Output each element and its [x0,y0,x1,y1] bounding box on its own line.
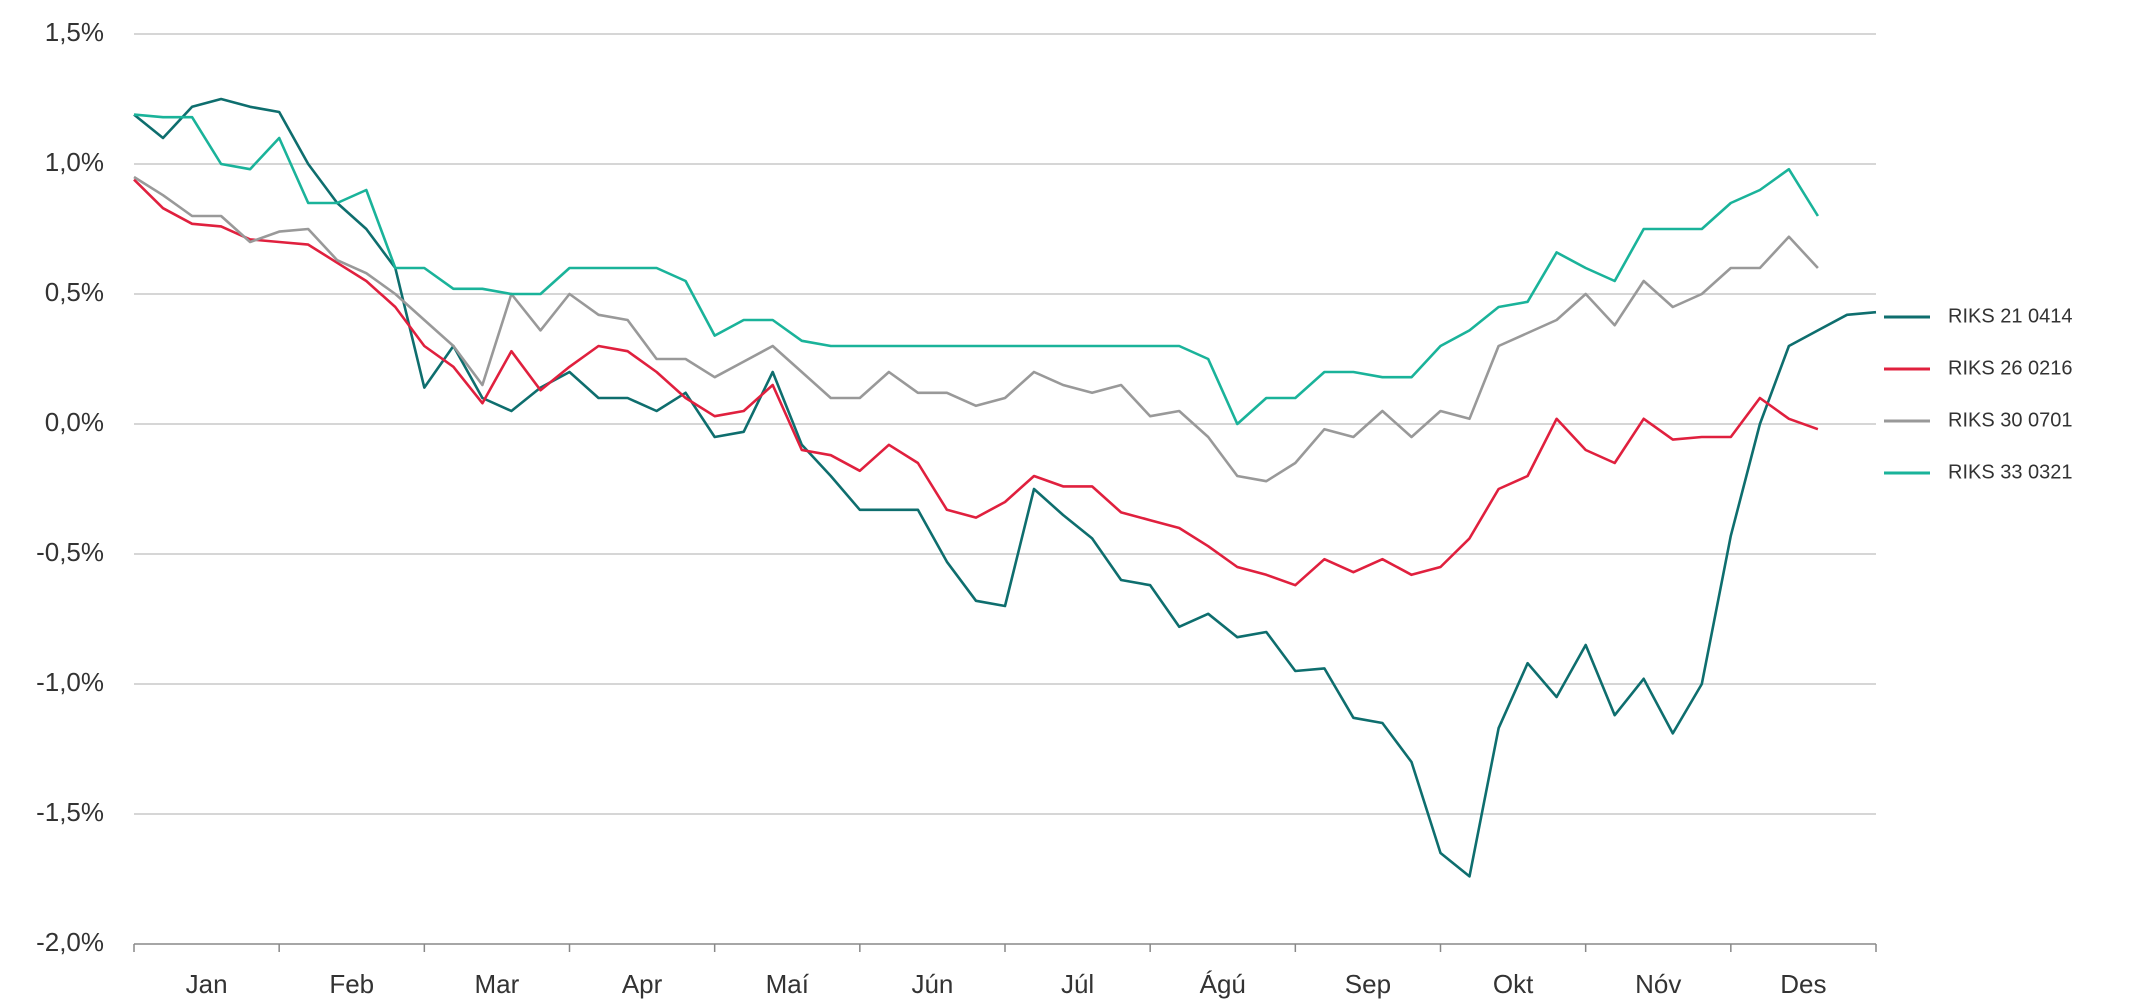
y-tick-label: 0,5% [45,277,104,307]
y-tick-label: -1,0% [36,667,104,697]
y-tick-label: -0,5% [36,537,104,567]
y-tick-label: 1,0% [45,147,104,177]
x-tick-label: Nóv [1635,969,1681,999]
y-tick-label: 1,5% [45,17,104,47]
legend-label: RIKS 26 0216 [1948,357,2073,379]
x-tick-label: Jún [911,969,953,999]
x-tick-label: Okt [1493,969,1534,999]
x-tick-label: Maí [766,969,810,999]
x-tick-label: Sep [1345,969,1391,999]
legend-label: RIKS 33 0321 [1948,461,2073,483]
x-tick-label: Des [1780,969,1826,999]
legend-label: RIKS 21 0414 [1948,305,2073,327]
series-line [133,175,1819,483]
x-tick-label: Feb [329,969,374,999]
x-tick-label: Jan [186,969,228,999]
legend-label: RIKS 30 0701 [1948,409,2073,431]
series-line [133,113,1820,426]
x-tick-label: Júl [1061,969,1094,999]
x-tick-label: Apr [622,969,663,999]
series-line [133,97,1877,878]
y-tick-label: -2,0% [36,927,104,957]
x-tick-label: Ágú [1200,969,1246,999]
y-tick-label: 0,0% [45,407,104,437]
x-tick-label: Mar [475,969,520,999]
series-line [133,178,1819,587]
y-tick-label: -1,5% [36,797,104,827]
